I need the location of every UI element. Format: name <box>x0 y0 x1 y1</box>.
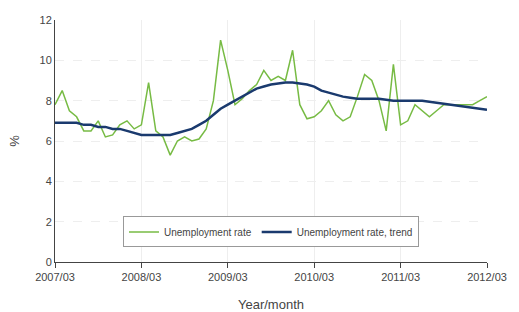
svg-text:Unemployment rate, trend: Unemployment rate, trend <box>297 227 413 238</box>
svg-text:%: % <box>7 135 22 147</box>
svg-text:2012/03: 2012/03 <box>467 271 507 283</box>
svg-text:8: 8 <box>46 95 52 107</box>
svg-text:10: 10 <box>40 54 52 66</box>
svg-text:12: 12 <box>40 14 52 26</box>
svg-text:4: 4 <box>46 175 52 187</box>
svg-text:2011/03: 2011/03 <box>381 271 420 283</box>
svg-text:Year/month: Year/month <box>238 297 304 312</box>
svg-text:2: 2 <box>46 216 52 228</box>
svg-text:6: 6 <box>46 135 52 147</box>
svg-text:Unemployment rate: Unemployment rate <box>164 227 252 238</box>
svg-text:0: 0 <box>46 256 52 268</box>
svg-text:2007/03: 2007/03 <box>35 271 75 283</box>
svg-text:2009/03: 2009/03 <box>208 271 248 283</box>
svg-text:2010/03: 2010/03 <box>294 271 334 283</box>
svg-text:2008/03: 2008/03 <box>122 271 162 283</box>
